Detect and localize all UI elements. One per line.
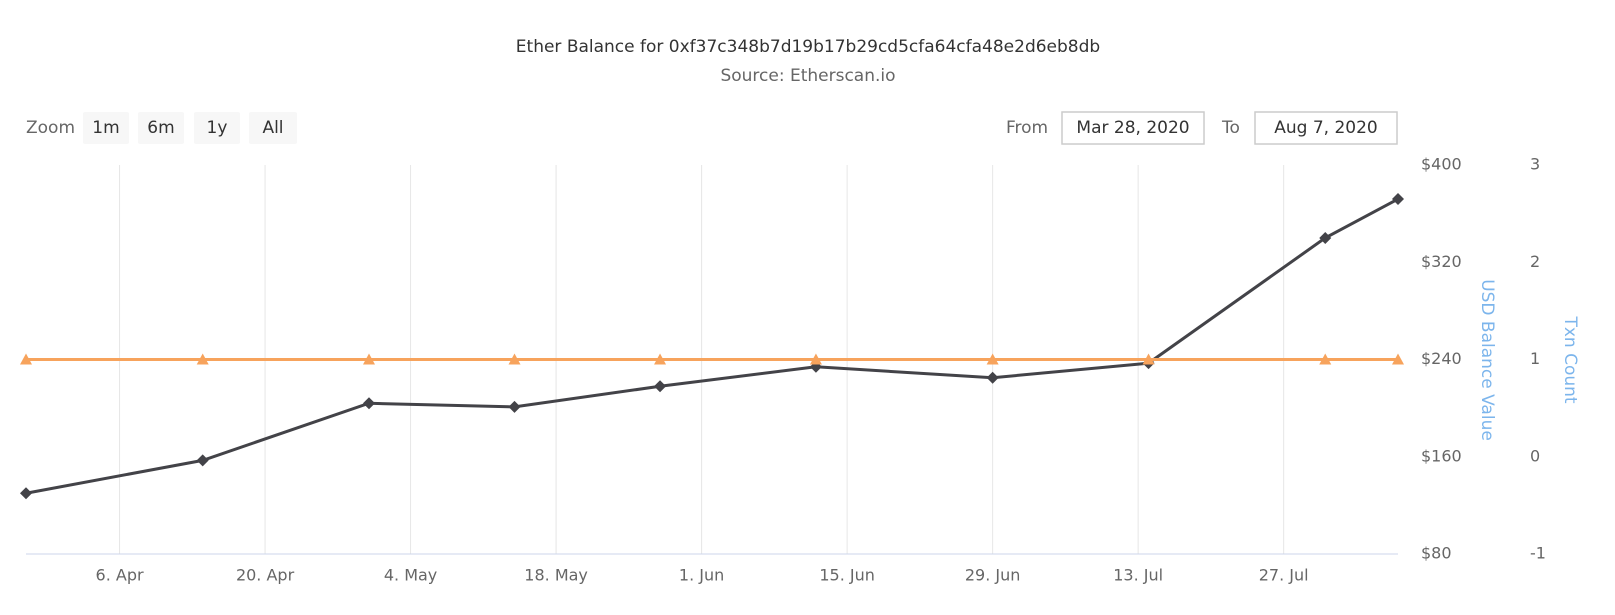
from-input[interactable] (1061, 111, 1205, 145)
to-value[interactable]: Aug 7, 2020 (1274, 118, 1378, 138)
x-tick-label: 20. Apr (236, 566, 295, 585)
x-tick-label: 13. Jul (1113, 566, 1163, 585)
point-marker (196, 353, 209, 365)
point-marker (196, 454, 209, 467)
from-value[interactable]: Mar 28, 2020 (1076, 118, 1189, 138)
y-tick-label: $160 (1421, 446, 1462, 465)
x-tick-label: 1. Jun (679, 566, 724, 585)
zoom-button[interactable] (194, 112, 240, 144)
point-marker (1392, 193, 1404, 206)
x-tick-label: 6. Apr (96, 566, 144, 585)
point-marker (809, 353, 822, 365)
point-marker (508, 353, 521, 365)
y-tick-label: $240 (1421, 349, 1462, 368)
series-line (25, 197, 1399, 495)
point-marker (654, 380, 667, 393)
y-axis-title: USD Balance Value (1477, 279, 1497, 441)
zoom-button-label[interactable]: 1y (207, 118, 228, 138)
chart-subtitle: Source: Etherscan.io (720, 66, 895, 86)
point-marker (1392, 353, 1404, 365)
point-marker (363, 353, 375, 365)
point-marker (986, 371, 999, 384)
point-marker (508, 400, 521, 413)
chart-title: Ether Balance for 0xf37c348b7d19b17b29cd… (516, 37, 1100, 57)
point-marker (363, 397, 375, 410)
point-marker (20, 353, 32, 365)
x-tick-label: 4. May (384, 566, 437, 585)
point-marker (986, 353, 999, 365)
from-label: From (1006, 118, 1048, 138)
zoom-button[interactable] (249, 112, 297, 144)
x-tick-label: 18. May (524, 566, 588, 585)
y2-tick-label: 3 (1530, 155, 1540, 174)
y2-tick-label: 2 (1530, 252, 1540, 271)
zoom-button[interactable] (83, 112, 129, 144)
zoom-button-label[interactable]: All (262, 118, 283, 138)
point-marker (1319, 231, 1332, 244)
y-tick-label: $80 (1421, 544, 1452, 563)
point-marker (20, 487, 32, 500)
y2-axis-title: Txn Count (1560, 315, 1580, 403)
y2-tick-label: 1 (1530, 349, 1540, 368)
y-tick-label: $400 (1421, 155, 1462, 174)
y-tick-label: $320 (1421, 252, 1462, 271)
point-marker (1319, 353, 1332, 365)
y2-tick-label: -1 (1530, 544, 1546, 563)
to-input[interactable] (1254, 111, 1398, 145)
y2-tick-label: 0 (1530, 446, 1540, 465)
x-tick-label: 27. Jul (1259, 566, 1309, 585)
x-tick-label: 29. Jun (965, 566, 1021, 585)
x-tick-label: 15. Jun (819, 566, 875, 585)
to-label: To (1221, 118, 1240, 138)
point-marker (1142, 353, 1155, 365)
zoom-button[interactable] (138, 112, 184, 144)
zoom-button-label[interactable]: 1m (92, 118, 119, 138)
point-marker (654, 353, 667, 365)
zoom-label: Zoom (26, 118, 75, 138)
zoom-button-label[interactable]: 6m (147, 118, 174, 138)
